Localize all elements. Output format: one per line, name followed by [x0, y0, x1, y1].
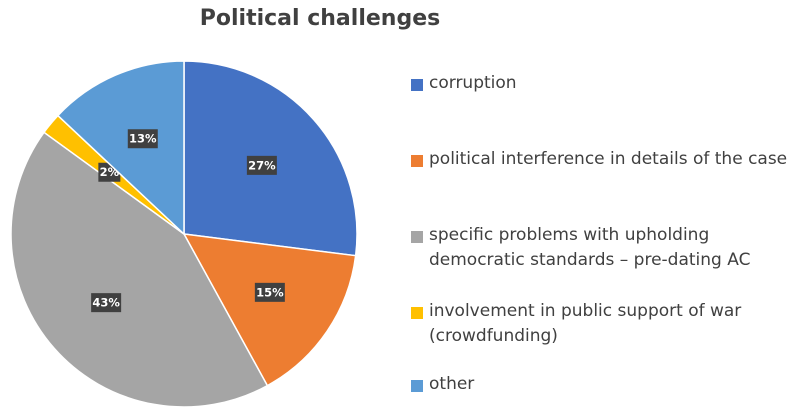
- legend-swatch-0: [411, 79, 423, 91]
- legend-item-0: corruption: [411, 71, 801, 96]
- legend-label-4: other: [429, 374, 475, 394]
- chart-title: Political challenges: [199, 6, 441, 31]
- legend-label-3: involvement in public support of war (cr…: [429, 301, 742, 346]
- data-label-2: 43%: [91, 293, 122, 313]
- pie-slice-4: [56, 60, 185, 236]
- legend-label-2: specific problems with upholding democra…: [429, 225, 751, 270]
- data-label-0: 27%: [246, 155, 277, 175]
- data-label-text-2: 43%: [92, 296, 120, 310]
- pie-slice-1: [182, 233, 357, 387]
- legend-swatch-3: [411, 307, 423, 319]
- data-label-text-0: 27%: [248, 158, 276, 172]
- data-label-text-1: 15%: [256, 285, 284, 299]
- legend-swatch-2: [411, 231, 423, 243]
- legend-item-1: political interference in details of the…: [411, 147, 801, 172]
- legend-item-3: involvement in public support of war (cr…: [411, 299, 801, 349]
- legend-item-4: other: [411, 372, 801, 397]
- pie-slice-2: [10, 131, 269, 408]
- legend-swatch-4: [411, 380, 423, 392]
- pie-chart: 27%15%43%2%13%: [10, 60, 358, 408]
- data-label-4: 13%: [127, 129, 158, 149]
- legend-label-1: political interference in details of the…: [429, 149, 788, 169]
- legend-label-0: corruption: [429, 73, 517, 93]
- legend-item-2: specific problems with upholding democra…: [411, 223, 801, 273]
- data-label-text-4: 13%: [129, 132, 157, 146]
- legend-swatch-1: [411, 155, 423, 167]
- data-label-1: 15%: [254, 282, 285, 302]
